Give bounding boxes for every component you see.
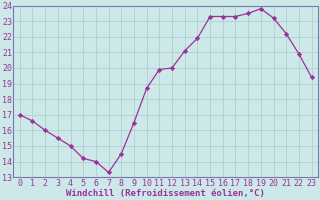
X-axis label: Windchill (Refroidissement éolien,°C): Windchill (Refroidissement éolien,°C): [66, 189, 265, 198]
